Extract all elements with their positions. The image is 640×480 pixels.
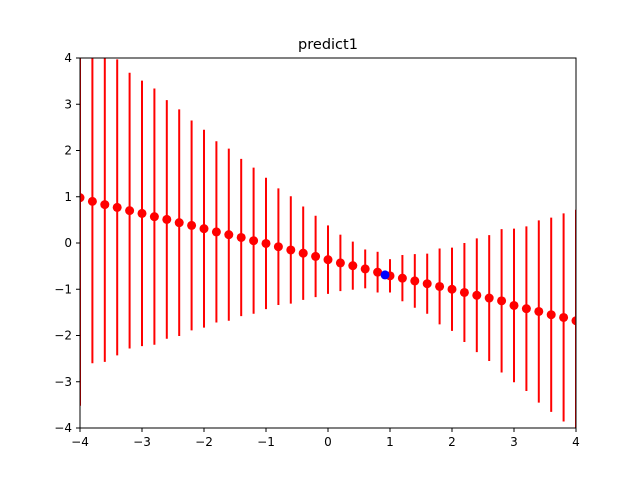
data-point [509, 300, 519, 310]
x-axis: −4 −3 −2 −1 0 1 2 3 4 [71, 428, 580, 449]
data-point [422, 279, 432, 289]
y-tick-label: 3 [64, 97, 72, 111]
y-tick-label: −2 [54, 329, 72, 343]
x-tick-label: −2 [195, 435, 213, 449]
x-tick-label: −4 [71, 435, 89, 449]
data-point [174, 218, 184, 228]
y-tick-label: −3 [54, 375, 72, 389]
data-point [521, 304, 531, 314]
data-point [286, 245, 296, 255]
data-point [311, 251, 321, 261]
data-point [112, 202, 122, 212]
data-point [162, 214, 172, 224]
point-group [80, 193, 576, 326]
data-point [87, 196, 97, 206]
data-point [472, 290, 482, 300]
data-point [323, 255, 333, 265]
data-point [100, 200, 110, 210]
data-point [125, 206, 135, 216]
data-point [80, 193, 85, 203]
chart-title: predict1 [298, 37, 358, 53]
y-tick-label: −1 [54, 282, 72, 296]
data-point [360, 264, 370, 274]
data-point [236, 232, 246, 242]
data-point [211, 227, 221, 237]
y-tick-label: 1 [64, 190, 72, 204]
x-tick-label: 2 [448, 435, 456, 449]
y-tick-label: 0 [64, 236, 72, 250]
data-point [273, 242, 283, 252]
data-point [348, 261, 358, 271]
x-tick-label: 3 [510, 435, 518, 449]
data-point [373, 267, 383, 277]
data-point [199, 224, 209, 234]
data-point [261, 238, 271, 248]
x-tick-label: 1 [386, 435, 394, 449]
data-point [459, 287, 469, 297]
data-point [435, 281, 445, 291]
data-point [137, 208, 147, 218]
data-point [298, 248, 308, 258]
x-tick-label: 0 [324, 435, 332, 449]
x-tick-label: 4 [572, 435, 580, 449]
y-tick-label: 2 [64, 144, 72, 158]
data-point [571, 316, 576, 326]
observed-point [380, 270, 390, 280]
y-tick-label: 4 [64, 51, 72, 65]
data-point [187, 220, 197, 230]
x-tick-label: −1 [257, 435, 275, 449]
data-point [249, 236, 259, 246]
data-point [224, 230, 234, 240]
data-point [447, 284, 457, 294]
data-point [497, 296, 507, 306]
data-point [534, 306, 544, 316]
data-point [397, 273, 407, 283]
data-point [149, 212, 159, 222]
y-axis: −4 −3 −2 −1 0 1 2 3 4 [54, 51, 80, 435]
y-tick-label: −4 [54, 421, 72, 435]
data-point [484, 293, 494, 303]
data-point [410, 276, 420, 286]
data-point [335, 258, 345, 268]
x-tick-label: −3 [133, 435, 151, 449]
data-point [546, 310, 556, 320]
data-point [559, 312, 569, 322]
